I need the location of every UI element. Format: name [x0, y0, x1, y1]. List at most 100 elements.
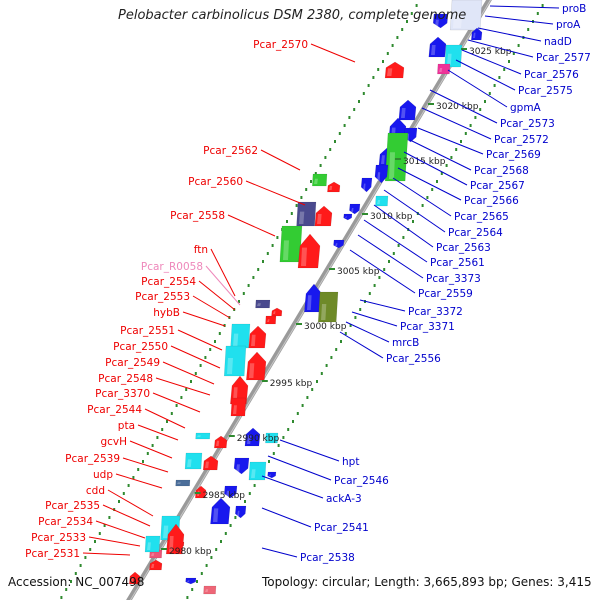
gene-highlight	[435, 19, 439, 26]
gene-feature	[265, 432, 279, 444]
gene-highlight	[151, 553, 155, 556]
gene-leader-line	[162, 361, 215, 385]
tick-dot	[401, 28, 404, 31]
tick-dot	[508, 60, 510, 63]
gene-label-text: Pcar_2564	[448, 227, 503, 239]
gene-label-text: Pcar_2534	[38, 516, 93, 528]
gene-label-pcar_2570: Pcar_2570	[253, 39, 356, 63]
gene-label-text: Pcar_2550	[113, 341, 168, 353]
gene-label-text: Pcar_2538	[300, 552, 355, 564]
gene-arrow	[279, 225, 303, 263]
gene-leader-line	[115, 473, 163, 489]
gene-highlight	[257, 303, 261, 306]
tick-dot	[118, 500, 120, 503]
gene-shape	[265, 432, 279, 444]
gene-shape	[210, 497, 231, 525]
tick-dot	[70, 580, 72, 583]
gene-highlight	[267, 319, 270, 322]
gene-label-text: Pcar_2558	[170, 210, 225, 222]
tick-dot	[348, 116, 351, 119]
gene-highlight	[236, 464, 240, 472]
gene-label-pcar_2550: Pcar_2550	[113, 341, 221, 369]
tick-dot	[214, 340, 216, 343]
tick-dot	[440, 172, 443, 175]
tick-dot	[479, 108, 482, 111]
gene-leader-line	[261, 507, 312, 528]
gene-label-text: Pcar_2554	[141, 276, 196, 288]
gene-leader-line	[129, 440, 173, 459]
tick-dot	[391, 44, 394, 47]
tick-dot	[301, 404, 304, 407]
gene-feature	[248, 461, 267, 481]
gene-label-text: Pcar_2544	[87, 404, 142, 416]
tick-dot	[373, 284, 376, 287]
tick-dot	[108, 516, 111, 519]
gene-shape	[248, 461, 267, 481]
gene-feature	[175, 479, 191, 487]
gene-label-text: ackA-3	[326, 493, 362, 505]
gene-label-hybb: hybB	[153, 307, 226, 327]
gene-arrow	[233, 457, 250, 475]
gene-label-text: Pcar_2548	[98, 373, 153, 385]
gene-arrow	[304, 283, 323, 313]
gene-feature	[246, 351, 267, 381]
gene-shape	[343, 213, 353, 221]
kbp-tick-label: 3025 kbp	[469, 47, 512, 57]
tick-dot	[127, 484, 130, 487]
gene-highlight	[351, 208, 354, 212]
gene-feature	[327, 181, 341, 193]
gene-label-pcar_2533: Pcar_2533	[31, 532, 141, 547]
tick-dot	[98, 532, 101, 535]
gene-leader-line	[397, 167, 462, 201]
gene-label-prob: proB	[489, 3, 586, 15]
gene-label-text: udp	[93, 469, 113, 481]
gene-label-text: mrcB	[392, 337, 419, 349]
gene-shape	[297, 233, 321, 269]
gene-label-text: Pcar_2566	[464, 195, 519, 207]
gene-label-udp: udp	[93, 469, 163, 489]
gene-label-text: Pcar_2561	[430, 257, 485, 269]
gene-feature	[437, 63, 451, 75]
gene-arrow	[248, 461, 267, 481]
tick-dot	[436, 180, 438, 183]
gene-label-text: Pcar_3373	[426, 273, 481, 285]
tick-dot	[340, 340, 342, 343]
kbp-tick-label: 3015 kbp	[403, 157, 446, 167]
tick-dot	[488, 92, 491, 95]
gene-feature	[449, 0, 483, 31]
tick-dot	[310, 180, 312, 183]
gene-label-pcar_2573: Pcar_2573	[429, 89, 555, 130]
gene-label-text: Pcar_2531	[25, 548, 80, 560]
gene-arrow	[384, 61, 405, 79]
gene-label-pcar_2560: Pcar_2560	[188, 176, 306, 206]
tick-dot	[306, 396, 309, 399]
tick-dot	[445, 164, 448, 167]
kbp-tick-label: 3005 kbp	[337, 267, 380, 277]
gene-label-text: pta	[118, 420, 135, 432]
gene-feature	[265, 315, 277, 325]
gene-label-pcar_2541: Pcar_2541	[261, 507, 369, 534]
kbp-tick-label: 3020 kbp	[436, 102, 479, 112]
gene-feature	[444, 44, 463, 68]
tick-dot	[286, 220, 288, 223]
gene-highlight	[267, 437, 271, 441]
gene-leader-line	[102, 504, 151, 527]
gene-label-text: Pcar_3372	[408, 306, 463, 318]
gene-arrow	[248, 325, 267, 349]
tick-dot	[383, 268, 386, 271]
gene-label-pcar_2575: Pcar_2575	[455, 59, 573, 97]
tick-dot	[74, 572, 77, 575]
kbp-tick-label: 2995 kbp	[270, 379, 313, 389]
gene-shape	[223, 345, 247, 377]
tick-dot	[358, 100, 360, 103]
gene-label-pcar_3371: Pcar_3371	[351, 311, 455, 333]
gene-shape	[224, 485, 238, 499]
tick-dot	[493, 84, 496, 87]
gene-feature	[214, 435, 228, 449]
gene-feature	[375, 195, 389, 207]
right-gene-labels: proB proA nadD Pcar_2577 Pcar_2576 Pcar_2575g…	[261, 3, 591, 564]
gene-leader-line	[260, 149, 301, 171]
gene-leader-line	[383, 189, 446, 233]
gene-leader-line	[351, 311, 398, 327]
gene-arrow	[296, 201, 317, 227]
